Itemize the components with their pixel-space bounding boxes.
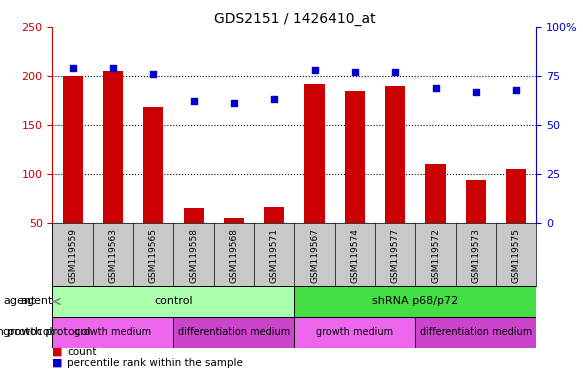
Text: ■: ■ [52, 358, 63, 368]
Bar [415, 317, 536, 348]
Bar [52, 317, 174, 348]
Point [391, 69, 400, 75]
Text: GSM119574: GSM119574 [350, 228, 359, 283]
Text: GSM119573: GSM119573 [472, 228, 480, 283]
Bar [184, 208, 203, 223]
Text: agent: agent [3, 296, 36, 306]
Point [229, 100, 238, 106]
Point [108, 65, 118, 71]
Point [269, 96, 279, 103]
Text: GSM119575: GSM119575 [512, 228, 521, 283]
Text: GSM119559: GSM119559 [68, 228, 77, 283]
Text: growth protocol: growth protocol [0, 327, 52, 337]
Text: ■: ■ [52, 347, 63, 357]
Bar [294, 317, 415, 348]
Bar [103, 71, 123, 223]
Bar [52, 286, 294, 317]
Point [431, 84, 440, 91]
Point [189, 98, 198, 104]
Text: differentiation medium: differentiation medium [178, 327, 290, 337]
Bar [294, 286, 536, 317]
Text: growth protocol: growth protocol [3, 327, 90, 337]
Text: GSM119571: GSM119571 [270, 228, 279, 283]
Bar [304, 84, 325, 223]
Bar [426, 164, 445, 223]
Point [511, 86, 521, 93]
Text: GSM119568: GSM119568 [230, 228, 238, 283]
Text: GSM119572: GSM119572 [431, 228, 440, 283]
Bar [62, 76, 83, 223]
Point [310, 67, 319, 73]
Point [68, 65, 78, 71]
Text: GSM119563: GSM119563 [108, 228, 117, 283]
Text: GSM119567: GSM119567 [310, 228, 319, 283]
Bar [174, 317, 294, 348]
Bar [224, 218, 244, 223]
Text: control: control [154, 296, 193, 306]
Point [471, 88, 480, 94]
Text: GSM119565: GSM119565 [149, 228, 158, 283]
Point [350, 69, 360, 75]
Text: agent: agent [20, 296, 52, 306]
Text: shRNA p68/p72: shRNA p68/p72 [373, 296, 458, 306]
Point [149, 71, 158, 77]
Text: count: count [67, 347, 97, 357]
Bar [466, 180, 486, 223]
Text: GSM119558: GSM119558 [189, 228, 198, 283]
Text: differentiation medium: differentiation medium [420, 327, 532, 337]
Bar [345, 91, 365, 223]
Bar [264, 207, 285, 223]
Text: GSM119577: GSM119577 [391, 228, 400, 283]
Title: GDS2151 / 1426410_at: GDS2151 / 1426410_at [213, 12, 375, 26]
Text: growth medium: growth medium [317, 327, 394, 337]
Bar [143, 107, 163, 223]
Text: growth medium: growth medium [75, 327, 152, 337]
Bar [385, 86, 405, 223]
Bar [506, 169, 526, 223]
Text: percentile rank within the sample: percentile rank within the sample [67, 358, 243, 368]
